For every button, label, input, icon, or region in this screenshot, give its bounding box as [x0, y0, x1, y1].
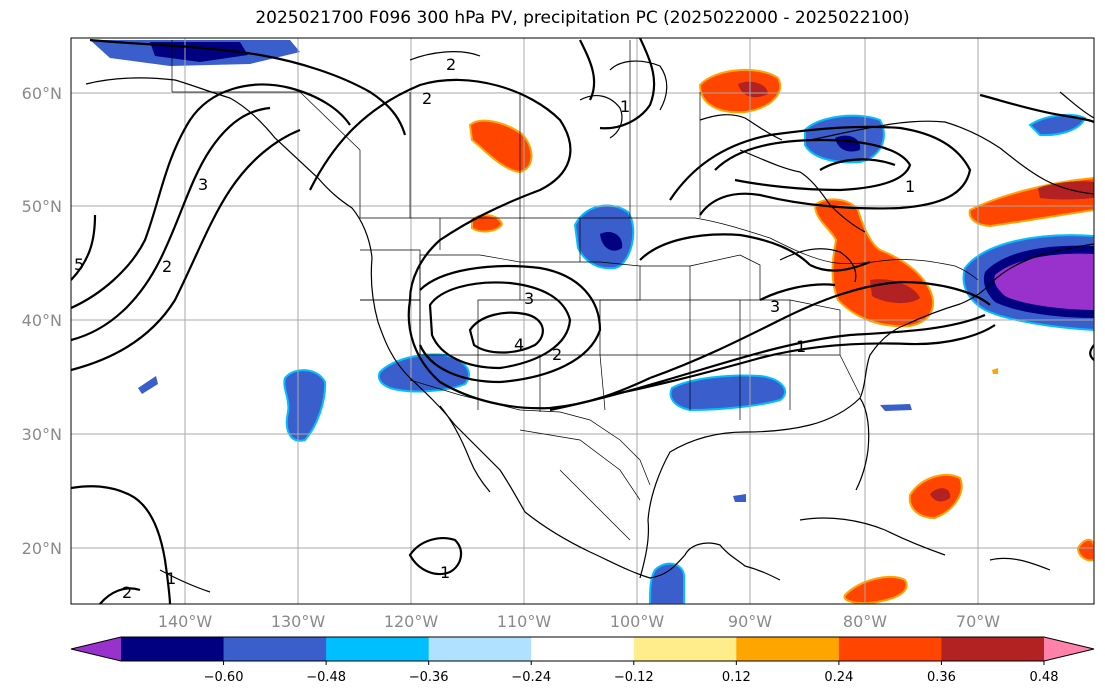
colorbar-tick-label: −0.24 — [511, 670, 551, 685]
colorbar-tick-label: −0.36 — [409, 670, 449, 685]
colorbar-tick-label: −0.60 — [204, 670, 244, 685]
contour-label: 2 — [422, 89, 432, 108]
lat-label: 50°N — [22, 197, 62, 216]
positive-precip-areas — [468, 68, 1094, 604]
colorbar: −0.60 −0.48 −0.36 −0.24 −0.12 0.12 0.24 0.36 0.4… — [70, 636, 1095, 685]
lon-label: 110°W — [497, 612, 552, 631]
colorbar-swatch — [531, 637, 635, 661]
colorbar-swatch — [428, 637, 532, 661]
map-title: 2025021700 F096 300 hPa PV, precipitatio… — [255, 8, 910, 28]
colorbar-swatch — [838, 637, 942, 661]
contour-label: 1 — [620, 97, 630, 116]
contour-label: 1 — [440, 563, 450, 582]
colorbar-outline — [70, 636, 1095, 662]
colorbar-tick-label: 0.12 — [722, 670, 751, 685]
lat-label: 60°N — [22, 84, 62, 103]
colorbar-tick-label: −0.12 — [614, 670, 654, 685]
contour-label: 2 — [162, 257, 172, 276]
lon-label: 120°W — [384, 612, 439, 631]
colorbar-swatch — [326, 637, 430, 661]
colorbar-extend-low — [71, 637, 121, 661]
lon-label: 70°W — [956, 612, 1000, 631]
lon-label: 140°W — [158, 612, 213, 631]
map-frame — [70, 37, 1095, 605]
lon-label: 90°W — [728, 612, 772, 631]
colorbar-tick-label: 0.36 — [927, 670, 956, 685]
coastlines — [85, 51, 1094, 593]
lon-label: 130°W — [271, 612, 326, 631]
contour-label: 2 — [552, 345, 562, 364]
map-area — [71, 38, 1094, 604]
graticule — [71, 38, 1094, 604]
borders — [171, 40, 979, 541]
contour-label: 5 — [74, 255, 84, 274]
contour-label: 2 — [122, 583, 132, 602]
colorbar-extend-high — [1044, 637, 1094, 661]
lat-label: 30°N — [22, 425, 62, 444]
contour-label: 3 — [524, 289, 534, 308]
latitude-labels: 60°N 50°N 40°N 30°N 20°N — [22, 84, 62, 558]
contour-label: 1 — [796, 337, 806, 356]
colorbar-swatch — [223, 637, 327, 661]
colorbar-swatch — [633, 637, 737, 661]
colorbar-swatch — [121, 637, 225, 661]
lon-label: 100°W — [610, 612, 665, 631]
colorbar-swatch — [736, 637, 840, 661]
contour-label: 2 — [446, 55, 456, 74]
contour-label: 1 — [166, 569, 176, 588]
longitude-labels: 140°W 130°W 120°W 110°W 100°W 90°W 80°W … — [158, 612, 1000, 631]
pv-contours — [71, 38, 1094, 604]
lat-label: 40°N — [22, 311, 62, 330]
contour-labels: 2 3 2 5 1 2 3 4 2 3 1 1 1 2 1 — [74, 55, 915, 602]
lon-label: 80°W — [843, 612, 887, 631]
contour-label: 4 — [514, 335, 524, 354]
colorbar-tick-label: 0.48 — [1030, 670, 1059, 685]
colorbar-tick-label: 0.24 — [824, 670, 853, 685]
lat-label: 20°N — [22, 539, 62, 558]
colorbar-swatch — [941, 637, 1045, 661]
contour-label: 3 — [770, 297, 780, 316]
contour-label: 1 — [905, 177, 915, 196]
contour-label: 3 — [198, 175, 208, 194]
colorbar-tick-label: −0.48 — [306, 670, 346, 685]
